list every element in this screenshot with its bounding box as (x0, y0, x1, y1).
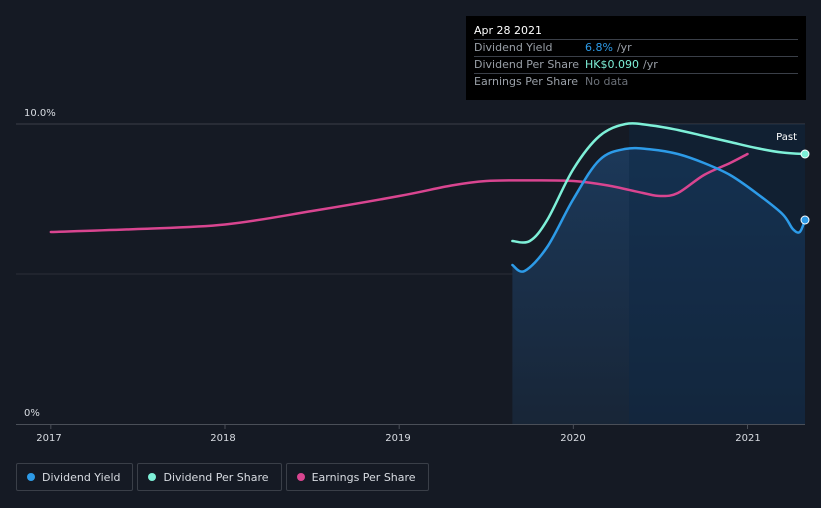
dividend-yield-line (511, 146, 807, 273)
tooltip-unit: /yr (642, 58, 658, 71)
tooltip-unit: /yr (616, 41, 632, 54)
dividend-per-share-end-marker (800, 149, 810, 159)
dividend-yield-dot-icon (27, 473, 35, 481)
tooltip-row-dividend-per-share: Dividend Per Share HK$0.090 /yr (474, 56, 798, 73)
legend-item-earnings-per-share[interactable]: Earnings Per Share (285, 463, 429, 491)
legend: Dividend Yield Dividend Per Share Earnin… (16, 463, 429, 491)
x-tick-label-2019: 2019 (385, 433, 410, 444)
x-tick-label-2021: 2021 (735, 433, 760, 444)
earnings-per-share-dot-icon (296, 473, 305, 481)
legend-item-dividend-per-share[interactable]: Dividend Per Share (137, 463, 282, 491)
past-region (629, 124, 805, 424)
tooltip-label: Earnings Per Share (474, 75, 579, 88)
x-tick-label-2017: 2017 (36, 433, 61, 444)
dividend-yield-area (512, 148, 805, 425)
x-tick-label-2018: 2018 (210, 433, 235, 444)
tooltip-date: Apr 28 2021 (474, 24, 543, 37)
legend-label: Earnings Per Share (311, 470, 416, 484)
legend-label: Dividend Per Share (163, 470, 269, 484)
tooltip-row-earnings-per-share: Earnings Per Share No data (474, 73, 798, 90)
earnings-per-share-line (49, 152, 749, 234)
tooltip-panel: Apr 28 2021 Dividend Yield 6.8% /yr Divi… (466, 16, 806, 100)
tooltip-label: Dividend Per Share (474, 58, 580, 71)
tooltip-row-dividend-yield: Dividend Yield 6.8% /yr (474, 39, 798, 56)
tooltip-value: HK$0.090 (585, 58, 639, 71)
legend-label: Dividend Yield (42, 470, 121, 484)
y-tick-label-bottom: 0% (24, 408, 40, 419)
x-tick-label-2020: 2020 (560, 433, 585, 444)
dividend-per-share-line (511, 122, 807, 244)
y-tick-label-top: 10.0% (24, 108, 56, 119)
dividend-yield-end-marker (800, 215, 810, 225)
tooltip-value: 6.8% (585, 41, 613, 54)
dividend-per-share-dot-icon (148, 473, 157, 481)
past-label: Past (776, 132, 797, 143)
legend-item-dividend-yield[interactable]: Dividend Yield (16, 463, 134, 491)
tooltip-label: Dividend Yield (474, 41, 553, 54)
tooltip-value: No data (585, 75, 629, 88)
